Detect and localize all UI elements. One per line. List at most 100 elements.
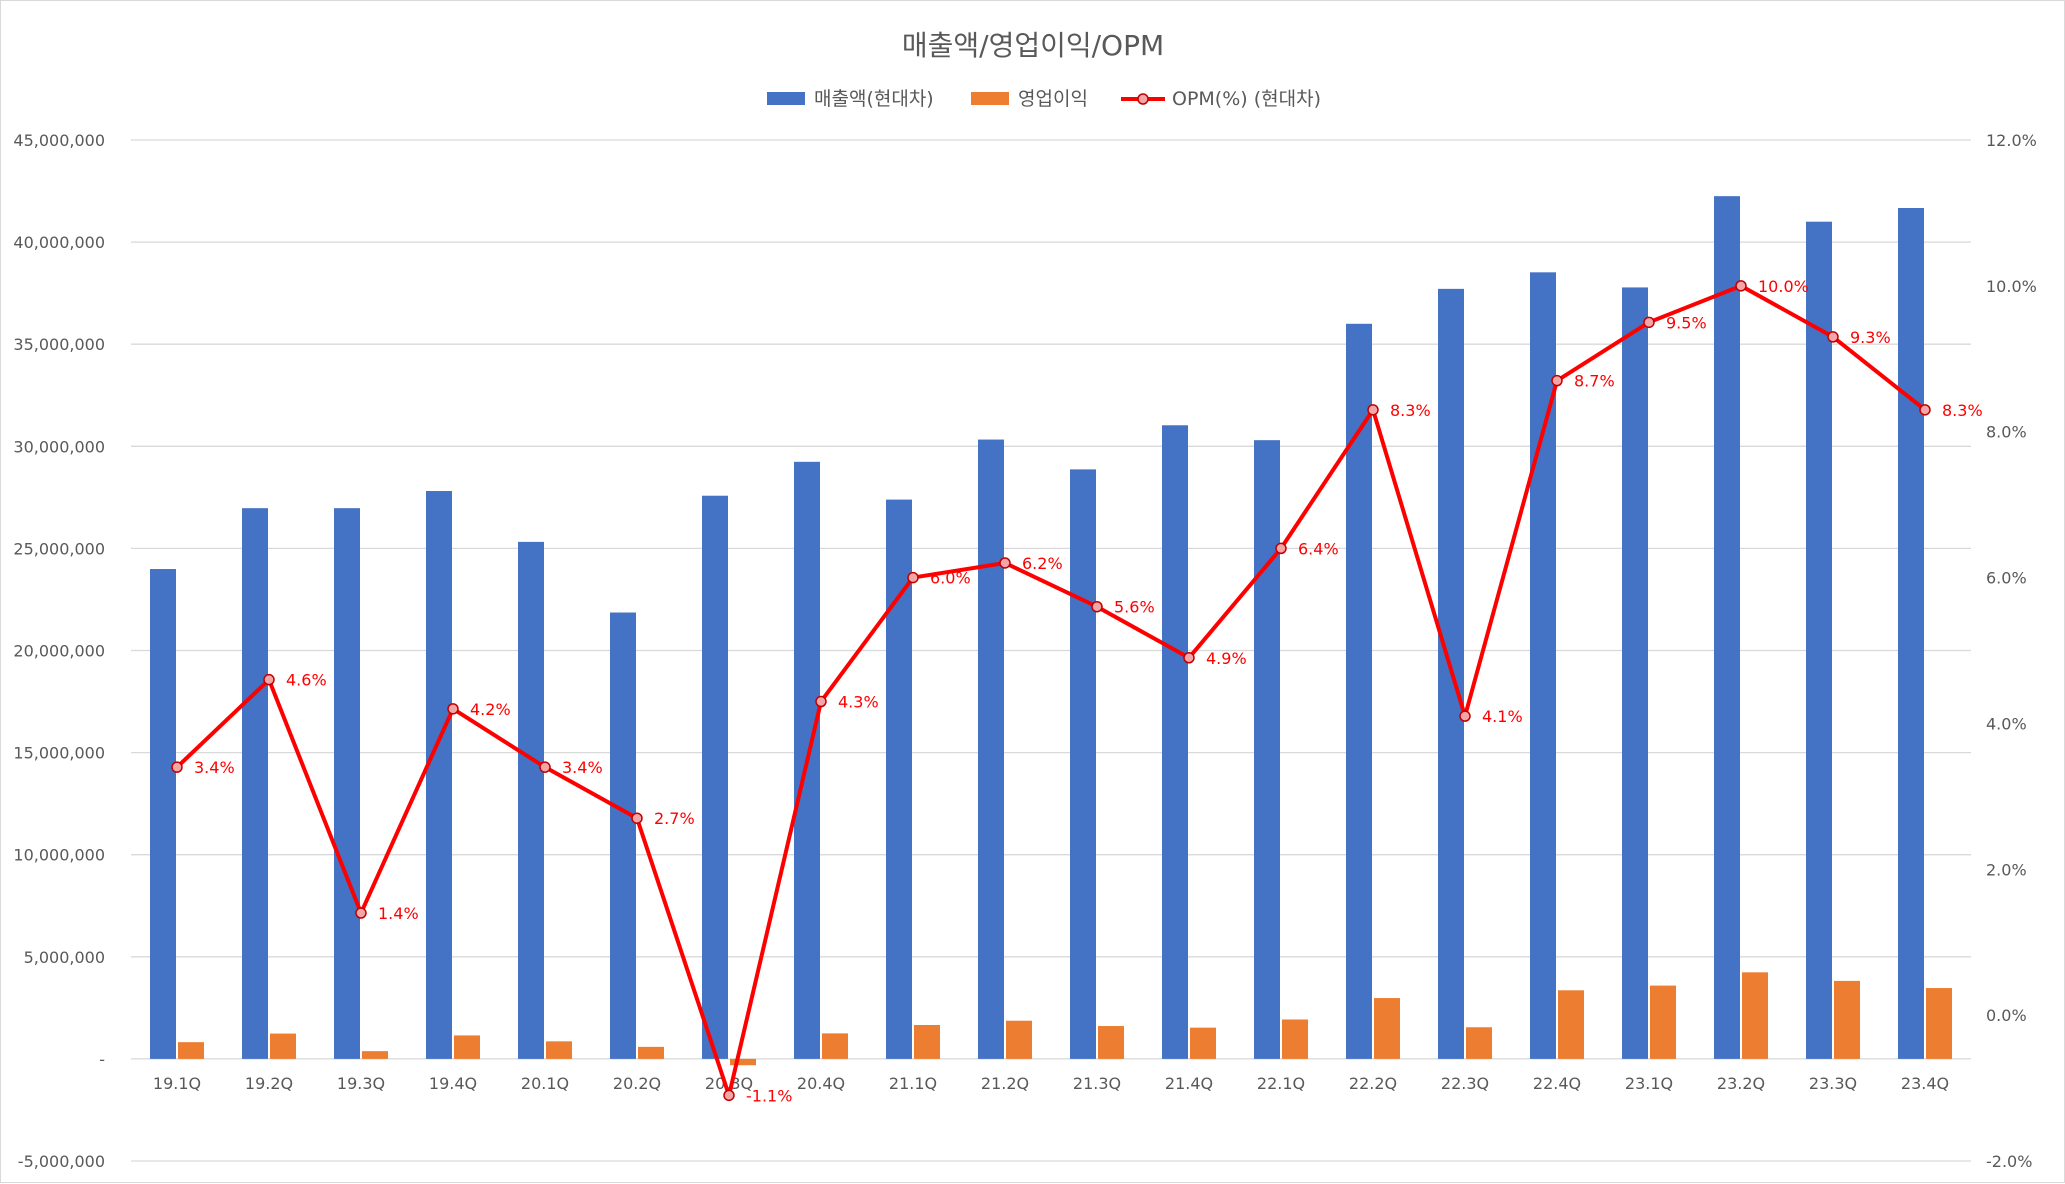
opm-marker-20.4Q (815, 695, 827, 708)
left-axis-tick-labels: 45,000,000 40,000,000 35,000,000 30,000,000… (13, 131, 105, 1171)
category-label-23.3Q: 23.3Q (1809, 1074, 1857, 1093)
left-tick-label-1: 40,000,000 (13, 233, 105, 252)
sales-bar-23.3Q (1806, 221, 1832, 1059)
left-tick-label-9: - (99, 1050, 105, 1069)
legend-label-opm: OPM(%) (현대차) (1172, 88, 1321, 110)
operating-profit-bar-20.2Q (638, 1046, 664, 1059)
opm-data-label-20.3Q: -1.1% (746, 1086, 792, 1105)
operating-profit-bar-21.2Q (1006, 1020, 1032, 1059)
sales-bar-20.1Q (518, 541, 544, 1059)
opm-data-label-22.2Q: 8.3% (1390, 401, 1431, 420)
operating-profit-bar-22.1Q (1282, 1019, 1308, 1059)
opm-marker-20.1Q (539, 761, 551, 773)
opm-marker-20.3Q (723, 1089, 735, 1102)
operating-profit-bar-19.1Q (178, 1042, 204, 1059)
opm-data-label-23.3Q: 9.3% (1850, 328, 1891, 347)
opm-marker-22.2Q (1367, 404, 1379, 416)
opm-marker-21.1Q (907, 571, 919, 584)
opm-marker-23.2Q (1735, 280, 1747, 292)
category-label-22.4Q: 22.4Q (1533, 1074, 1581, 1093)
right-tick-label-0: 12.0% (1986, 131, 2037, 150)
left-tick-label-10: -5,000,000 (18, 1152, 105, 1171)
right-axis-tick-labels: 12.0% 10.0% 8.0% 6.0% 4.0% 2.0% 0.0% -2.0% (1986, 131, 2037, 1171)
sales-bar-21.2Q (978, 439, 1004, 1059)
sales-bar-19.3Q (334, 508, 360, 1059)
category-label-21.4Q: 21.4Q (1165, 1074, 1213, 1093)
operating-profit-bar-19.4Q (454, 1035, 480, 1059)
sales-bar-22.4Q (1530, 272, 1556, 1059)
opm-line (175, 283, 1927, 1098)
opm-data-label-22.1Q: 6.4% (1298, 539, 1339, 558)
category-label-20.4Q: 20.4Q (797, 1074, 845, 1093)
operating-profit-bar-23.4Q (1926, 988, 1952, 1059)
left-tick-label-7: 10,000,000 (13, 846, 105, 865)
opm-line-series (171, 280, 1931, 1102)
category-label-19.3Q: 19.3Q (337, 1074, 385, 1093)
opm-data-label-19.1Q: 3.4% (194, 758, 235, 777)
sales-bar-23.2Q (1714, 196, 1740, 1059)
opm-marker-22.3Q (1459, 710, 1471, 722)
opm-data-label-22.3Q: 4.1% (1482, 707, 1523, 726)
opm-marker-22.1Q (1275, 542, 1287, 555)
category-label-22.2Q: 22.2Q (1349, 1074, 1397, 1093)
right-tick-label-2: 8.0% (1986, 423, 2027, 442)
operating-profit-bar-23.2Q (1742, 972, 1768, 1059)
opm-data-label-23.1Q: 9.5% (1666, 313, 1707, 332)
operating-profit-bar-21.1Q (914, 1025, 940, 1059)
category-label-23.1Q: 23.1Q (1625, 1074, 1673, 1093)
category-label-22.3Q: 22.3Q (1441, 1074, 1489, 1093)
operating-profit-bar-23.1Q (1650, 985, 1676, 1059)
operating-profit-bar-19.2Q (270, 1033, 296, 1059)
sales-bar-20.2Q (610, 612, 636, 1059)
bar-series (150, 196, 1952, 1066)
legend: 매출액(현대차) 영업이익 OPM(%) (현대차) (767, 88, 1321, 110)
right-tick-label-6: 0.0% (1986, 1006, 2027, 1025)
right-tick-label-3: 6.0% (1986, 569, 2027, 588)
opm-data-label-20.1Q: 3.4% (562, 758, 603, 777)
sales-bar-20.3Q (702, 495, 728, 1059)
category-label-20.3Q: 20.3Q (705, 1074, 753, 1093)
gridlines (131, 139, 1971, 1162)
opm-data-label-23.2Q: 10.0% (1758, 277, 1809, 296)
opm-data-label-21.4Q: 4.9% (1206, 649, 1247, 668)
opm-marker-23.1Q (1643, 316, 1655, 329)
opm-data-label-19.4Q: 4.2% (470, 700, 511, 719)
category-label-22.1Q: 22.1Q (1257, 1074, 1305, 1093)
sales-bar-19.4Q (426, 491, 452, 1059)
category-label-19.2Q: 19.2Q (245, 1074, 293, 1093)
opm-data-label-21.3Q: 5.6% (1114, 598, 1155, 617)
opm-data-label-20.2Q: 2.7% (654, 809, 695, 828)
opm-data-label-19.2Q: 4.6% (286, 671, 327, 690)
operating-profit-bar-21.3Q (1098, 1026, 1124, 1059)
sales-bar-23.1Q (1622, 287, 1648, 1059)
right-tick-label-1: 10.0% (1986, 277, 2037, 296)
category-label-23.2Q: 23.2Q (1717, 1074, 1765, 1093)
left-tick-label-6: 15,000,000 (13, 744, 105, 763)
opm-data-label-21.1Q: 6.0% (930, 569, 971, 588)
category-label-20.2Q: 20.2Q (613, 1074, 661, 1093)
legend-swatch-operating-profit (971, 92, 1009, 105)
opm-data-labels: 3.4% 4.6% 1.4% 4.2% 3.4% 2.7% -1.1% 4.3% 6.0% 6.2… (194, 277, 1983, 1106)
left-tick-label-2: 35,000,000 (13, 335, 105, 354)
legend-swatch-opm-marker (1137, 93, 1149, 105)
right-tick-label-7: -2.0% (1986, 1152, 2032, 1171)
opm-marker-21.3Q (1091, 600, 1103, 613)
sales-bar-19.1Q (150, 569, 176, 1059)
legend-swatch-sales (767, 92, 805, 105)
opm-marker-20.2Q (631, 812, 643, 824)
operating-profit-bar-21.4Q (1190, 1027, 1216, 1059)
category-axis-labels: 19.1Q 19.2Q 19.3Q 19.4Q 20.1Q 20.2Q 20.3Q 20.4Q… (153, 1074, 1949, 1093)
left-tick-label-4: 25,000,000 (13, 539, 105, 558)
left-tick-label-8: 5,000,000 (24, 948, 105, 967)
category-label-21.1Q: 21.1Q (889, 1074, 937, 1093)
opm-marker-21.4Q (1183, 652, 1195, 664)
opm-marker-22.4Q (1551, 374, 1563, 387)
sales-bar-21.1Q (886, 499, 912, 1059)
operating-profit-bar-22.2Q (1374, 998, 1400, 1059)
operating-profit-bar-19.3Q (362, 1051, 388, 1059)
sales-bar-19.2Q (242, 508, 268, 1059)
left-tick-label-3: 30,000,000 (13, 437, 105, 456)
left-tick-label-5: 20,000,000 (13, 642, 105, 661)
